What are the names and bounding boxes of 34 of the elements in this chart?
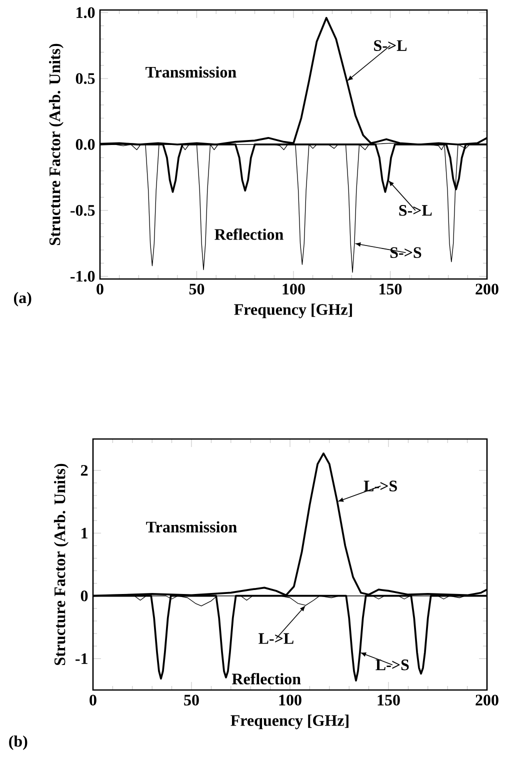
x-tick-label: 150 [380,284,402,294]
x-tick-label: 0 [96,284,104,294]
y-tick-label: -0.5 [70,204,95,216]
annotation: Transmission [146,521,237,532]
y-tick-label: 1.0 [76,7,95,18]
annotation: Reflection [214,228,284,240]
text: (a) [14,292,32,306]
annotation: S->L [374,40,407,51]
x-tick-label: 100 [279,694,302,706]
annotation: S->L [399,205,432,216]
y-tick-label: 1 [82,528,88,538]
y-tick-label: -1 [76,653,88,664]
x-tick-label: 100 [282,284,305,294]
x-tick-label: 200 [476,694,498,706]
x-tick-label: 50 [184,694,199,706]
x-axis-title: Frequency [GHz] [234,304,352,318]
x-tick-label: 150 [378,694,400,706]
annotation: S->S [390,247,422,258]
text: (b) [9,735,28,750]
y-tick-label: 0.0 [76,139,95,150]
x-tick-label: 200 [476,284,498,294]
annotation: Transmission [146,66,236,78]
x-axis-title: Frequency [GHz] [230,714,348,730]
y-tick-label: 0 [80,590,88,602]
y-tick-label: 0.5 [76,73,95,84]
x-tick-label: 50 [189,284,204,294]
y-tick-label: 2 [80,465,88,476]
annotation: L->S [364,480,397,492]
y-axis-title: Structure Factor (Arb. Units) [54,464,68,666]
annotation: L->L [258,633,294,644]
annotation: Reflection [232,672,301,684]
annotation: L->S [376,660,409,670]
y-tick-label: -1.0 [70,270,95,282]
y-axis-title: Structure Factor (Arb. Units) [48,44,64,246]
